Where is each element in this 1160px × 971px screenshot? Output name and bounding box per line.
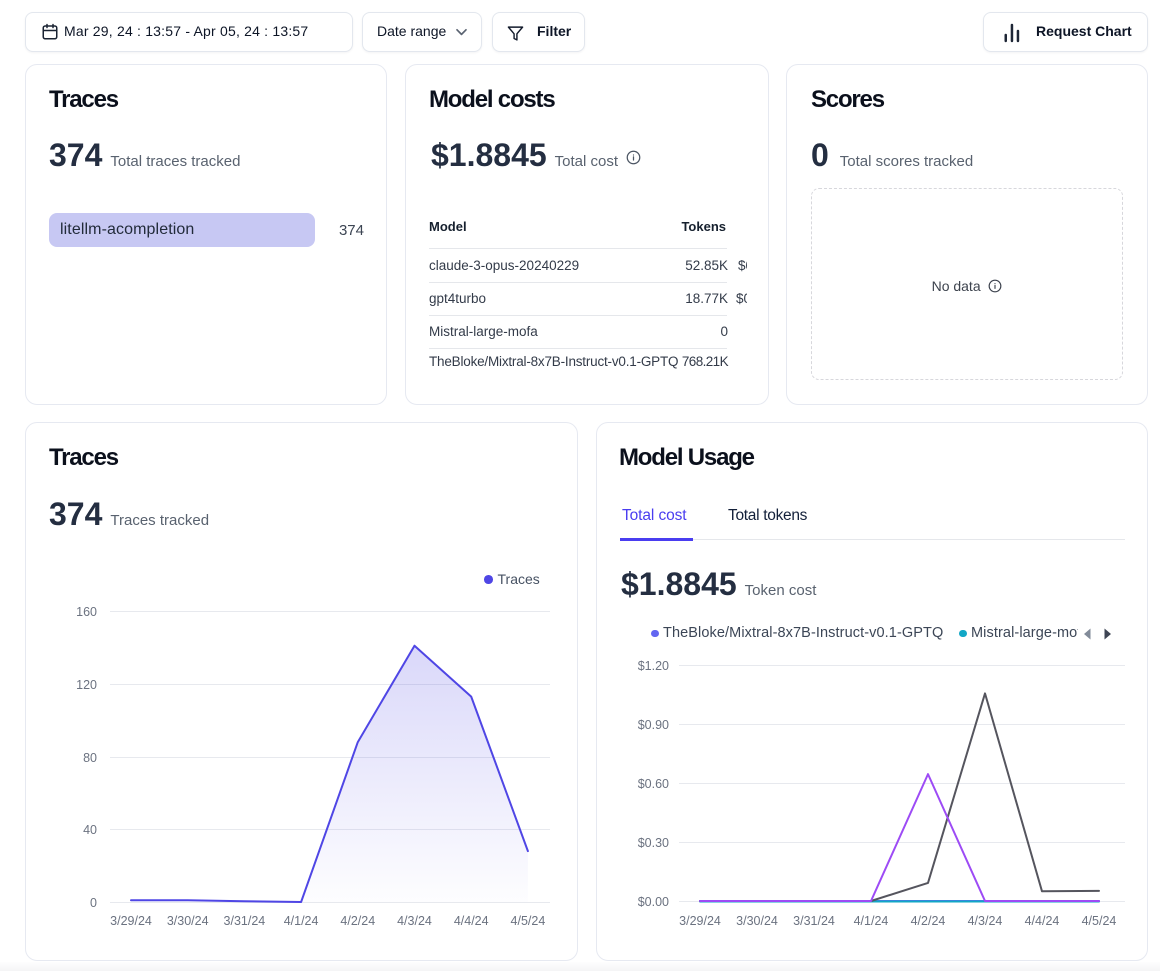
svg-text:4/3/24: 4/3/24 (397, 914, 432, 928)
svg-text:3/31/24: 3/31/24 (793, 914, 835, 928)
svg-text:4/2/24: 4/2/24 (340, 914, 375, 928)
svg-text:4/3/24: 4/3/24 (968, 914, 1003, 928)
svg-text:$1.20: $1.20 (638, 659, 669, 673)
svg-text:4/2/24: 4/2/24 (911, 914, 946, 928)
svg-text:40: 40 (83, 823, 97, 837)
svg-text:3/31/24: 3/31/24 (224, 914, 266, 928)
svg-text:4/5/24: 4/5/24 (511, 914, 546, 928)
svg-text:4/4/24: 4/4/24 (454, 914, 489, 928)
svg-text:0: 0 (90, 896, 97, 910)
svg-text:80: 80 (83, 751, 97, 765)
svg-text:$0.90: $0.90 (638, 718, 669, 732)
svg-text:3/29/24: 3/29/24 (679, 914, 721, 928)
svg-text:4/5/24: 4/5/24 (1082, 914, 1117, 928)
svg-text:$0.30: $0.30 (638, 836, 669, 850)
svg-text:160: 160 (76, 605, 97, 619)
svg-text:3/30/24: 3/30/24 (736, 914, 778, 928)
svg-text:4/1/24: 4/1/24 (854, 914, 889, 928)
svg-text:$0.60: $0.60 (638, 777, 669, 791)
svg-text:120: 120 (76, 678, 97, 692)
svg-text:4/4/24: 4/4/24 (1025, 914, 1060, 928)
svg-text:4/1/24: 4/1/24 (284, 914, 319, 928)
svg-text:$0.00: $0.00 (638, 895, 669, 909)
svg-text:3/29/24: 3/29/24 (110, 914, 152, 928)
svg-text:3/30/24: 3/30/24 (167, 914, 209, 928)
